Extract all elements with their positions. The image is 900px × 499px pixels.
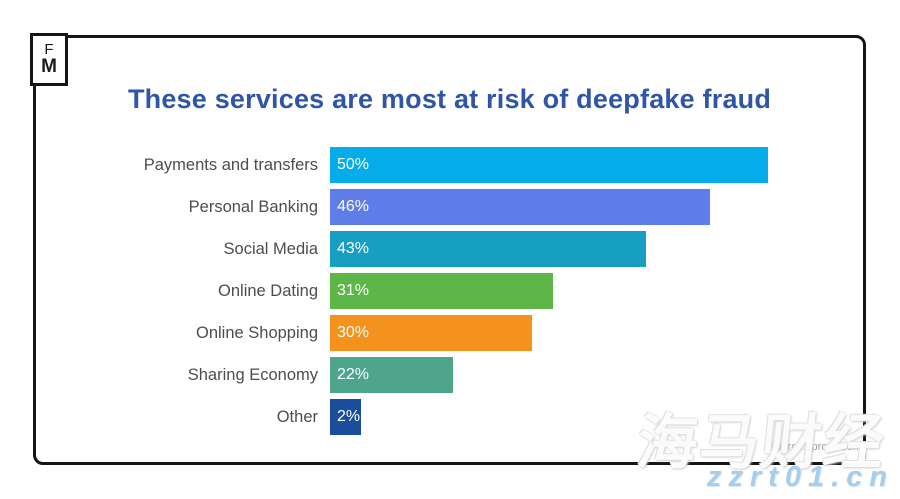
category-label: Online Shopping (195, 323, 318, 342)
bar-value-label: 50% (337, 156, 370, 173)
bar-value-label: 43% (337, 240, 370, 257)
chart-row: Social Media 43% (40, 231, 870, 267)
category-label: Other (276, 407, 318, 426)
source-attribution: Source: iproov.com (768, 441, 862, 453)
logo-letter-m: M (41, 56, 57, 78)
chart-row: Other 2% (40, 399, 870, 435)
bar: 31% (330, 273, 553, 309)
bar: 2% (330, 399, 361, 435)
bar: 50% (330, 147, 768, 183)
bar: 43% (330, 231, 646, 267)
category-label: Sharing Economy (187, 365, 318, 384)
category-label: Online Dating (218, 281, 318, 300)
chart-row: Payments and transfers 50% (40, 147, 870, 183)
category-label: Payments and transfers (143, 155, 318, 174)
category-label: Personal Banking (188, 197, 318, 216)
bar-chart: Payments and transfers 50% Personal Bankin… (40, 147, 870, 441)
bar-value-label: 22% (337, 366, 370, 383)
bar-value-label: 2% (337, 408, 361, 425)
bar-value-label: 31% (337, 282, 370, 299)
bar: 22% (330, 357, 453, 393)
bar-value-label: 30% (337, 324, 370, 341)
category-label: Social Media (223, 239, 318, 258)
logo-letter-f: F (44, 40, 54, 58)
chart-row: Sharing Economy 22% (40, 357, 870, 393)
fm-logo: F M (30, 33, 68, 86)
chart-row: Online Shopping 30% (40, 315, 870, 351)
chart-title: These services are most at risk of deepf… (127, 84, 772, 114)
bar-value-label: 46% (337, 198, 370, 215)
chart-row: Personal Banking 46% (40, 189, 870, 225)
bar: 46% (330, 189, 710, 225)
watermark-url-text: zzrt01.cn (706, 461, 894, 493)
bar: 30% (330, 315, 532, 351)
chart-row: Online Dating 31% (40, 273, 870, 309)
